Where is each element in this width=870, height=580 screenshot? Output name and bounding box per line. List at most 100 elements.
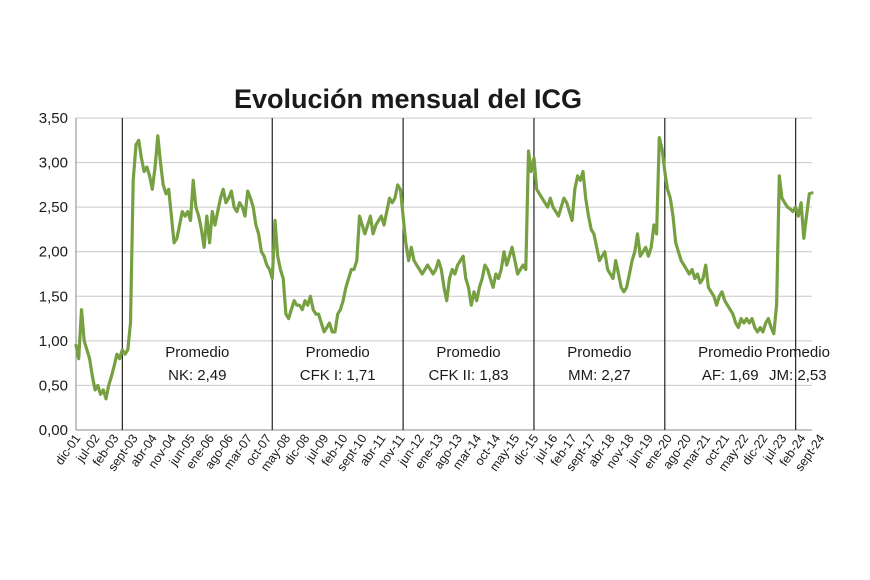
data-point xyxy=(184,215,186,218)
data-point xyxy=(268,268,271,271)
data-point xyxy=(121,348,124,351)
data-point xyxy=(453,273,456,275)
data-point xyxy=(358,215,361,218)
data-point xyxy=(603,250,606,253)
data-point xyxy=(492,286,495,289)
data-point xyxy=(685,268,688,271)
data-point xyxy=(601,255,604,258)
data-point xyxy=(170,215,173,218)
data-point xyxy=(102,388,105,391)
chart-title: Evolución mensual del ICG xyxy=(234,84,582,114)
data-point xyxy=(227,197,230,200)
data-point xyxy=(271,277,274,280)
annotation-heading: Promedio xyxy=(766,344,830,361)
data-point xyxy=(380,215,383,218)
data-point xyxy=(524,268,527,271)
data-point xyxy=(538,192,541,195)
data-point xyxy=(211,210,214,213)
data-point xyxy=(489,277,492,280)
data-point xyxy=(241,206,244,209)
data-point xyxy=(265,264,268,267)
data-point xyxy=(582,170,584,173)
annotation-value: AF: 1,69 xyxy=(702,367,759,384)
data-point xyxy=(325,326,328,329)
data-point xyxy=(162,183,165,186)
data-point xyxy=(737,326,740,329)
data-point xyxy=(314,313,317,316)
data-point xyxy=(751,317,753,320)
data-point xyxy=(91,375,94,378)
data-point xyxy=(669,197,672,200)
data-point xyxy=(94,388,97,391)
data-point xyxy=(306,304,309,307)
annotation-heading: Promedio xyxy=(306,344,370,361)
y-tick-label: 0,50 xyxy=(39,377,68,394)
data-point xyxy=(606,268,609,271)
data-point xyxy=(712,295,715,298)
data-point xyxy=(579,179,582,182)
data-point xyxy=(214,224,216,226)
series-layer xyxy=(74,134,814,401)
data-point xyxy=(361,224,364,226)
data-point xyxy=(137,139,140,142)
data-point xyxy=(666,188,669,191)
data-point xyxy=(235,210,238,213)
data-point xyxy=(614,259,617,262)
data-point xyxy=(503,250,505,253)
data-point xyxy=(789,207,792,210)
data-point xyxy=(767,317,770,320)
data-point xyxy=(129,322,132,324)
data-point xyxy=(192,179,195,182)
data-point xyxy=(369,215,372,218)
data-point xyxy=(699,281,702,284)
data-point xyxy=(617,273,620,275)
data-point xyxy=(533,157,535,160)
data-point xyxy=(85,348,88,351)
data-point xyxy=(402,215,405,218)
data-point xyxy=(756,330,759,333)
data-point xyxy=(462,255,465,258)
data-point xyxy=(636,232,639,235)
data-point xyxy=(513,259,516,262)
data-point xyxy=(734,322,737,324)
data-point xyxy=(383,224,385,226)
data-point xyxy=(415,264,418,267)
data-point xyxy=(748,322,751,324)
data-point xyxy=(448,277,451,280)
data-point xyxy=(143,170,146,173)
data-point xyxy=(257,232,260,235)
data-point xyxy=(372,232,375,235)
data-point xyxy=(800,201,803,204)
annotation-heading: Promedio xyxy=(436,344,500,361)
data-point xyxy=(443,286,445,289)
data-point xyxy=(374,224,377,226)
data-point xyxy=(642,250,644,253)
data-point xyxy=(342,299,345,302)
data-point xyxy=(587,215,590,218)
data-point xyxy=(486,268,489,271)
data-point xyxy=(530,170,533,173)
y-tick-label: 2,00 xyxy=(39,244,68,261)
data-point xyxy=(783,201,786,204)
data-point xyxy=(366,224,369,226)
data-point xyxy=(590,228,593,231)
data-point xyxy=(516,273,519,275)
data-point xyxy=(252,206,255,209)
data-point xyxy=(295,304,298,307)
data-point xyxy=(432,273,435,275)
data-point xyxy=(560,206,563,209)
data-point xyxy=(404,241,407,244)
data-point xyxy=(159,161,162,164)
data-point xyxy=(726,304,729,307)
data-point xyxy=(693,277,696,280)
data-point xyxy=(388,197,391,200)
data-point xyxy=(473,290,475,293)
data-point xyxy=(573,188,576,191)
data-point xyxy=(568,210,571,213)
data-point xyxy=(249,197,252,200)
data-point xyxy=(565,201,568,204)
y-tick-label: 0,00 xyxy=(39,422,68,439)
data-point xyxy=(363,232,366,235)
data-point xyxy=(105,397,107,400)
